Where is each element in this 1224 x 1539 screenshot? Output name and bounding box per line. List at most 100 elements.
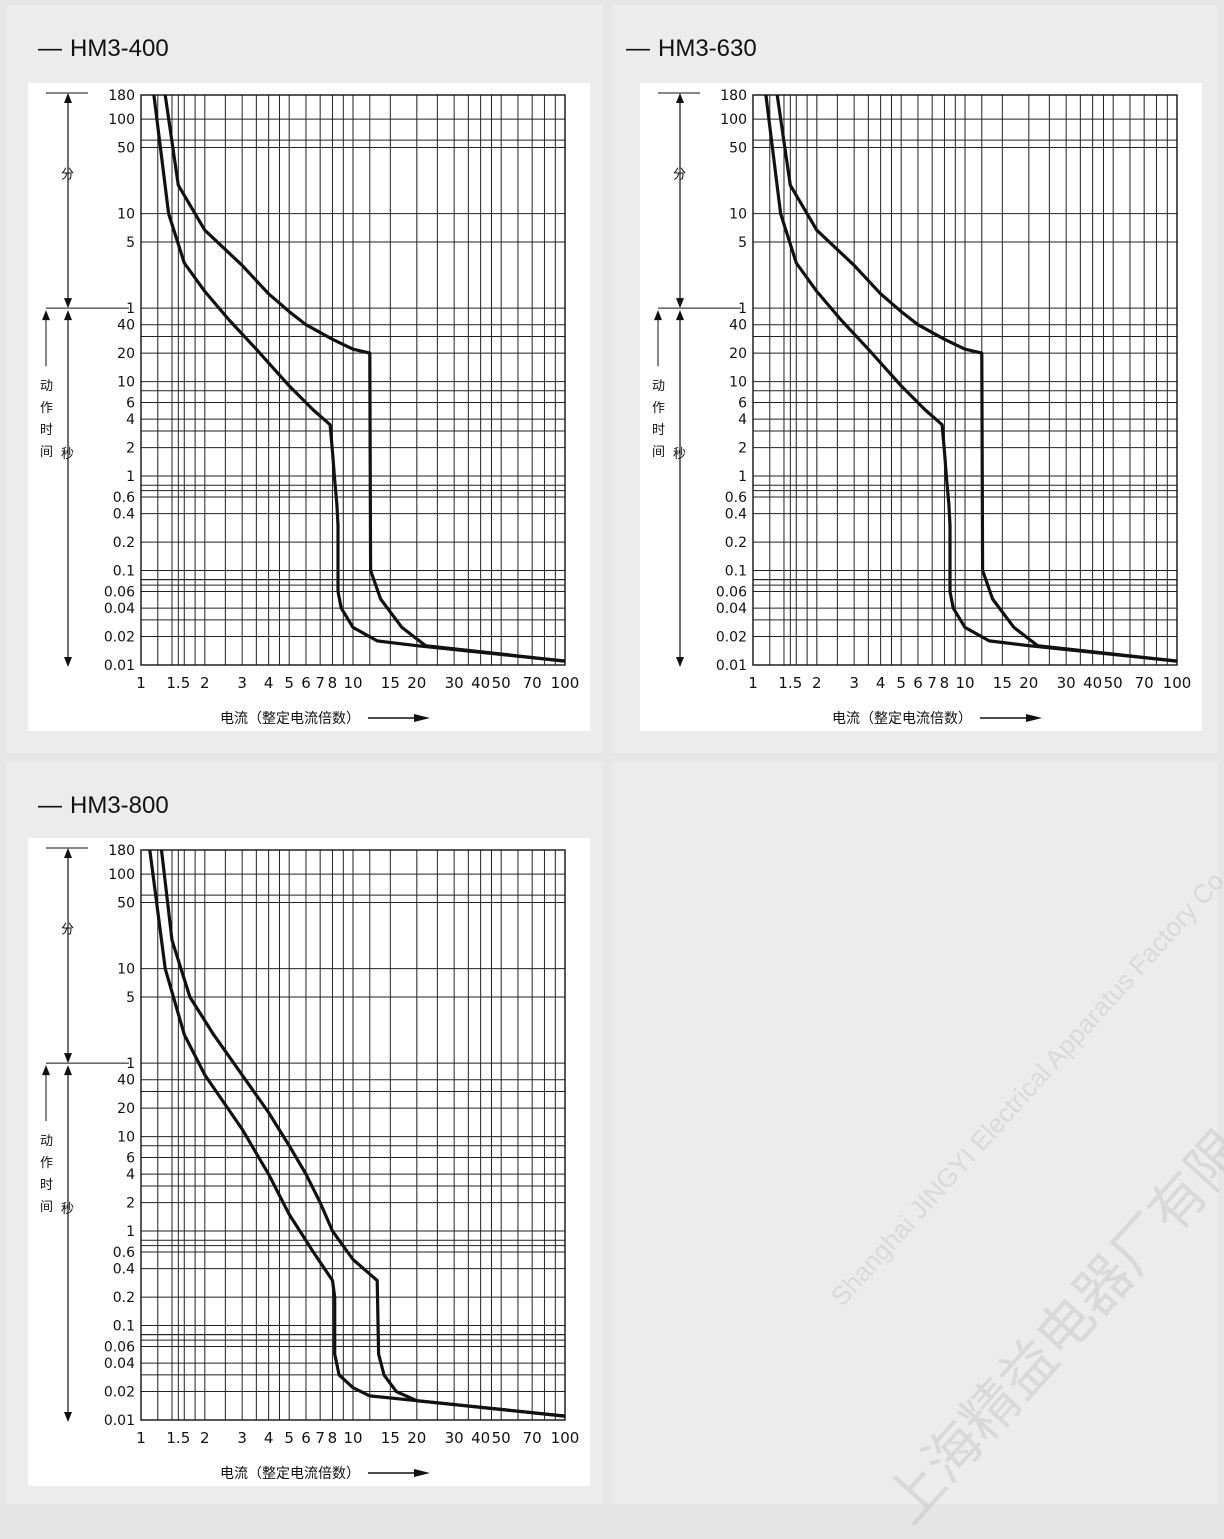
x-tick-label: 1 <box>136 674 146 692</box>
x-tick-label: 40 <box>471 674 490 692</box>
chart-title: — HM3-400 <box>38 35 169 63</box>
action-arrow-head <box>654 310 662 321</box>
y-tick-label: 6 <box>738 396 747 412</box>
x-axis-arrow-head <box>1026 714 1042 722</box>
y-tick-label: 100 <box>108 867 135 883</box>
x-tick-label: 4 <box>264 674 274 692</box>
x-tick-label: 15 <box>381 1429 400 1447</box>
x-tick-label: 7 <box>315 1429 325 1447</box>
series-line-2 <box>159 849 566 1418</box>
x-tick-label: 6 <box>301 674 311 692</box>
action-time-label: 间 <box>40 445 53 460</box>
y-tick-label: 4 <box>126 1167 135 1183</box>
action-time-label: 动 <box>652 379 665 394</box>
action-time-label: 时 <box>652 423 665 438</box>
x-tick-label: 5 <box>284 1429 294 1447</box>
x-axis-arrow-head <box>414 1469 430 1477</box>
x-tick-label: 5 <box>284 674 294 692</box>
minutes-arrow-head <box>64 1053 72 1064</box>
y-tick-label: 0.2 <box>113 535 135 551</box>
series-line-2 <box>163 94 566 663</box>
x-axis-label: 电流（整定电流倍数） <box>220 711 360 727</box>
x-tick-label: 3 <box>237 674 247 692</box>
y-tick-label: 0.6 <box>725 490 747 506</box>
chart-panel-hm3-800: — HM3-800 180 100 50 10 5 1 40 20 10 6 4 2 1 0.6 0.4 0.2… <box>6 762 603 1504</box>
x-tick-label: 70 <box>523 674 542 692</box>
x-tick-label: 30 <box>1057 674 1076 692</box>
y-tick-label: 0.1 <box>725 564 747 580</box>
y-tick-label: 0.06 <box>104 1339 135 1355</box>
seconds-label: 秒 <box>673 447 686 462</box>
y-tick-label: 20 <box>729 346 747 362</box>
action-time-label: 动 <box>40 1134 53 1149</box>
y-tick-label: 40 <box>117 1073 135 1089</box>
y-tick-label: 180 <box>108 843 135 859</box>
x-tick-label: 1 <box>748 674 758 692</box>
action-time-label: 间 <box>40 1200 53 1215</box>
y-tick-label: 4 <box>126 412 135 428</box>
y-tick-label: 10 <box>117 1130 135 1146</box>
x-tick-label: 30 <box>445 1429 464 1447</box>
x-tick-label: 70 <box>523 1429 542 1447</box>
title-dash: — <box>38 35 62 62</box>
y-tick-label: 1 <box>738 469 747 485</box>
y-tick-label: 0.1 <box>113 1319 135 1335</box>
y-tick-label: 0.01 <box>104 658 135 674</box>
action-time-label: 时 <box>40 423 53 438</box>
seconds-arrow-head <box>64 657 72 667</box>
x-tick-label: 20 <box>407 674 426 692</box>
y-tick-label: 0.6 <box>113 1245 135 1261</box>
minutes-arrow-head <box>64 848 72 858</box>
series-line-1 <box>148 849 566 1418</box>
x-tick-label: 70 <box>1135 674 1154 692</box>
action-arrow-head <box>42 1065 50 1076</box>
y-tick-label: 5 <box>126 990 135 1006</box>
minutes-label: 分 <box>673 168 686 183</box>
x-tick-label: 100 <box>551 1429 580 1447</box>
x-tick-label: 20 <box>1019 674 1038 692</box>
plot-frame <box>140 94 566 666</box>
seconds-arrow-head <box>676 310 684 321</box>
x-tick-label: 1.5 <box>166 674 190 692</box>
seconds-label: 秒 <box>61 447 74 462</box>
y-tick-label: 0.04 <box>716 601 747 617</box>
y-tick-label: 2 <box>126 441 135 457</box>
y-tick-label: 0.01 <box>716 658 747 674</box>
y-tick-label: 20 <box>117 1101 135 1117</box>
x-tick-label: 4 <box>876 674 886 692</box>
x-tick-label: 8 <box>940 674 950 692</box>
minutes-arrow-head <box>64 93 72 103</box>
seconds-arrow-head <box>64 1412 72 1422</box>
y-tick-label: 2 <box>126 1196 135 1212</box>
y-tick-label: 1 <box>126 301 135 317</box>
y-tick-label: 0.4 <box>113 1262 135 1278</box>
y-tick-label: 100 <box>720 112 747 128</box>
y-tick-label: 100 <box>108 112 135 128</box>
minutes-arrow-head <box>64 298 72 309</box>
x-tick-label: 2 <box>200 1429 210 1447</box>
x-tick-label: 10 <box>343 1429 362 1447</box>
x-tick-label: 40 <box>471 1429 490 1447</box>
x-tick-label: 6 <box>301 1429 311 1447</box>
y-tick-label: 40 <box>729 318 747 334</box>
x-tick-label: 10 <box>343 674 362 692</box>
title-dash: — <box>626 35 650 62</box>
x-tick-label: 100 <box>551 674 580 692</box>
x-axis-arrow-head <box>414 714 430 722</box>
y-tick-label: 0.4 <box>725 507 747 523</box>
y-tick-label: 0.02 <box>104 1385 135 1401</box>
chart-svg: 18010050105140201064210.60.40.20.10.060.… <box>40 843 580 1482</box>
x-tick-label: 10 <box>955 674 974 692</box>
y-tick-label: 6 <box>126 396 135 412</box>
y-tick-label: 1 <box>126 469 135 485</box>
x-tick-label: 2 <box>812 674 822 692</box>
x-tick-label: 3 <box>237 1429 247 1447</box>
y-tick-label: 1 <box>126 1056 135 1072</box>
x-tick-label: 30 <box>445 674 464 692</box>
watermark-text-cn: 上海精益电器厂有限公司 <box>873 1035 1224 1536</box>
x-tick-label: 4 <box>264 1429 274 1447</box>
x-tick-label: 15 <box>381 674 400 692</box>
action-time-label: 时 <box>40 1178 53 1193</box>
y-tick-label: 0.06 <box>104 584 135 600</box>
y-tick-label: 5 <box>738 235 747 251</box>
